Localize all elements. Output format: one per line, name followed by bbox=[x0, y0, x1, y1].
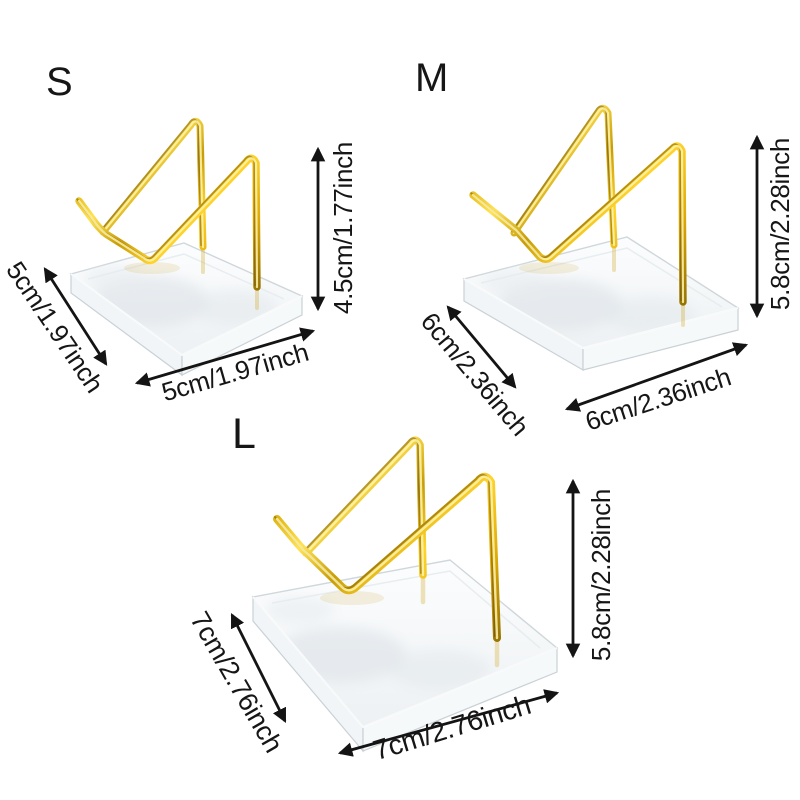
gold-wire-s bbox=[75, 117, 261, 310]
stand-m-graphic bbox=[446, 104, 765, 412]
width-arrow-s bbox=[134, 327, 316, 387]
gold-wire-m bbox=[469, 104, 687, 327]
depth-arrow-m bbox=[446, 305, 517, 389]
dimension-arrows-s bbox=[43, 146, 326, 387]
size-label-m: M bbox=[415, 56, 449, 100]
stand-s-graphic bbox=[43, 117, 326, 387]
gold-wire-l bbox=[273, 436, 501, 668]
dimension-arrows-m bbox=[446, 134, 765, 412]
stand-l-graphic bbox=[230, 436, 581, 757]
acrylic-base-m bbox=[462, 236, 740, 372]
depth-arrow-l bbox=[230, 613, 287, 723]
width-arrow-m bbox=[564, 342, 749, 412]
dimension-arrows-l bbox=[230, 478, 581, 757]
height-dimension-l: 5.8cm/2.28inch bbox=[586, 488, 616, 662]
size-label-l: L bbox=[232, 410, 257, 458]
width-arrow-l bbox=[337, 689, 560, 757]
size-label-s: S bbox=[46, 60, 74, 104]
height-dimension-s: 4.5cm/1.77inch bbox=[328, 141, 358, 315]
depth-arrow-s bbox=[43, 267, 108, 366]
height-dimension-m: 5.8cm/2.28inch bbox=[765, 137, 795, 311]
